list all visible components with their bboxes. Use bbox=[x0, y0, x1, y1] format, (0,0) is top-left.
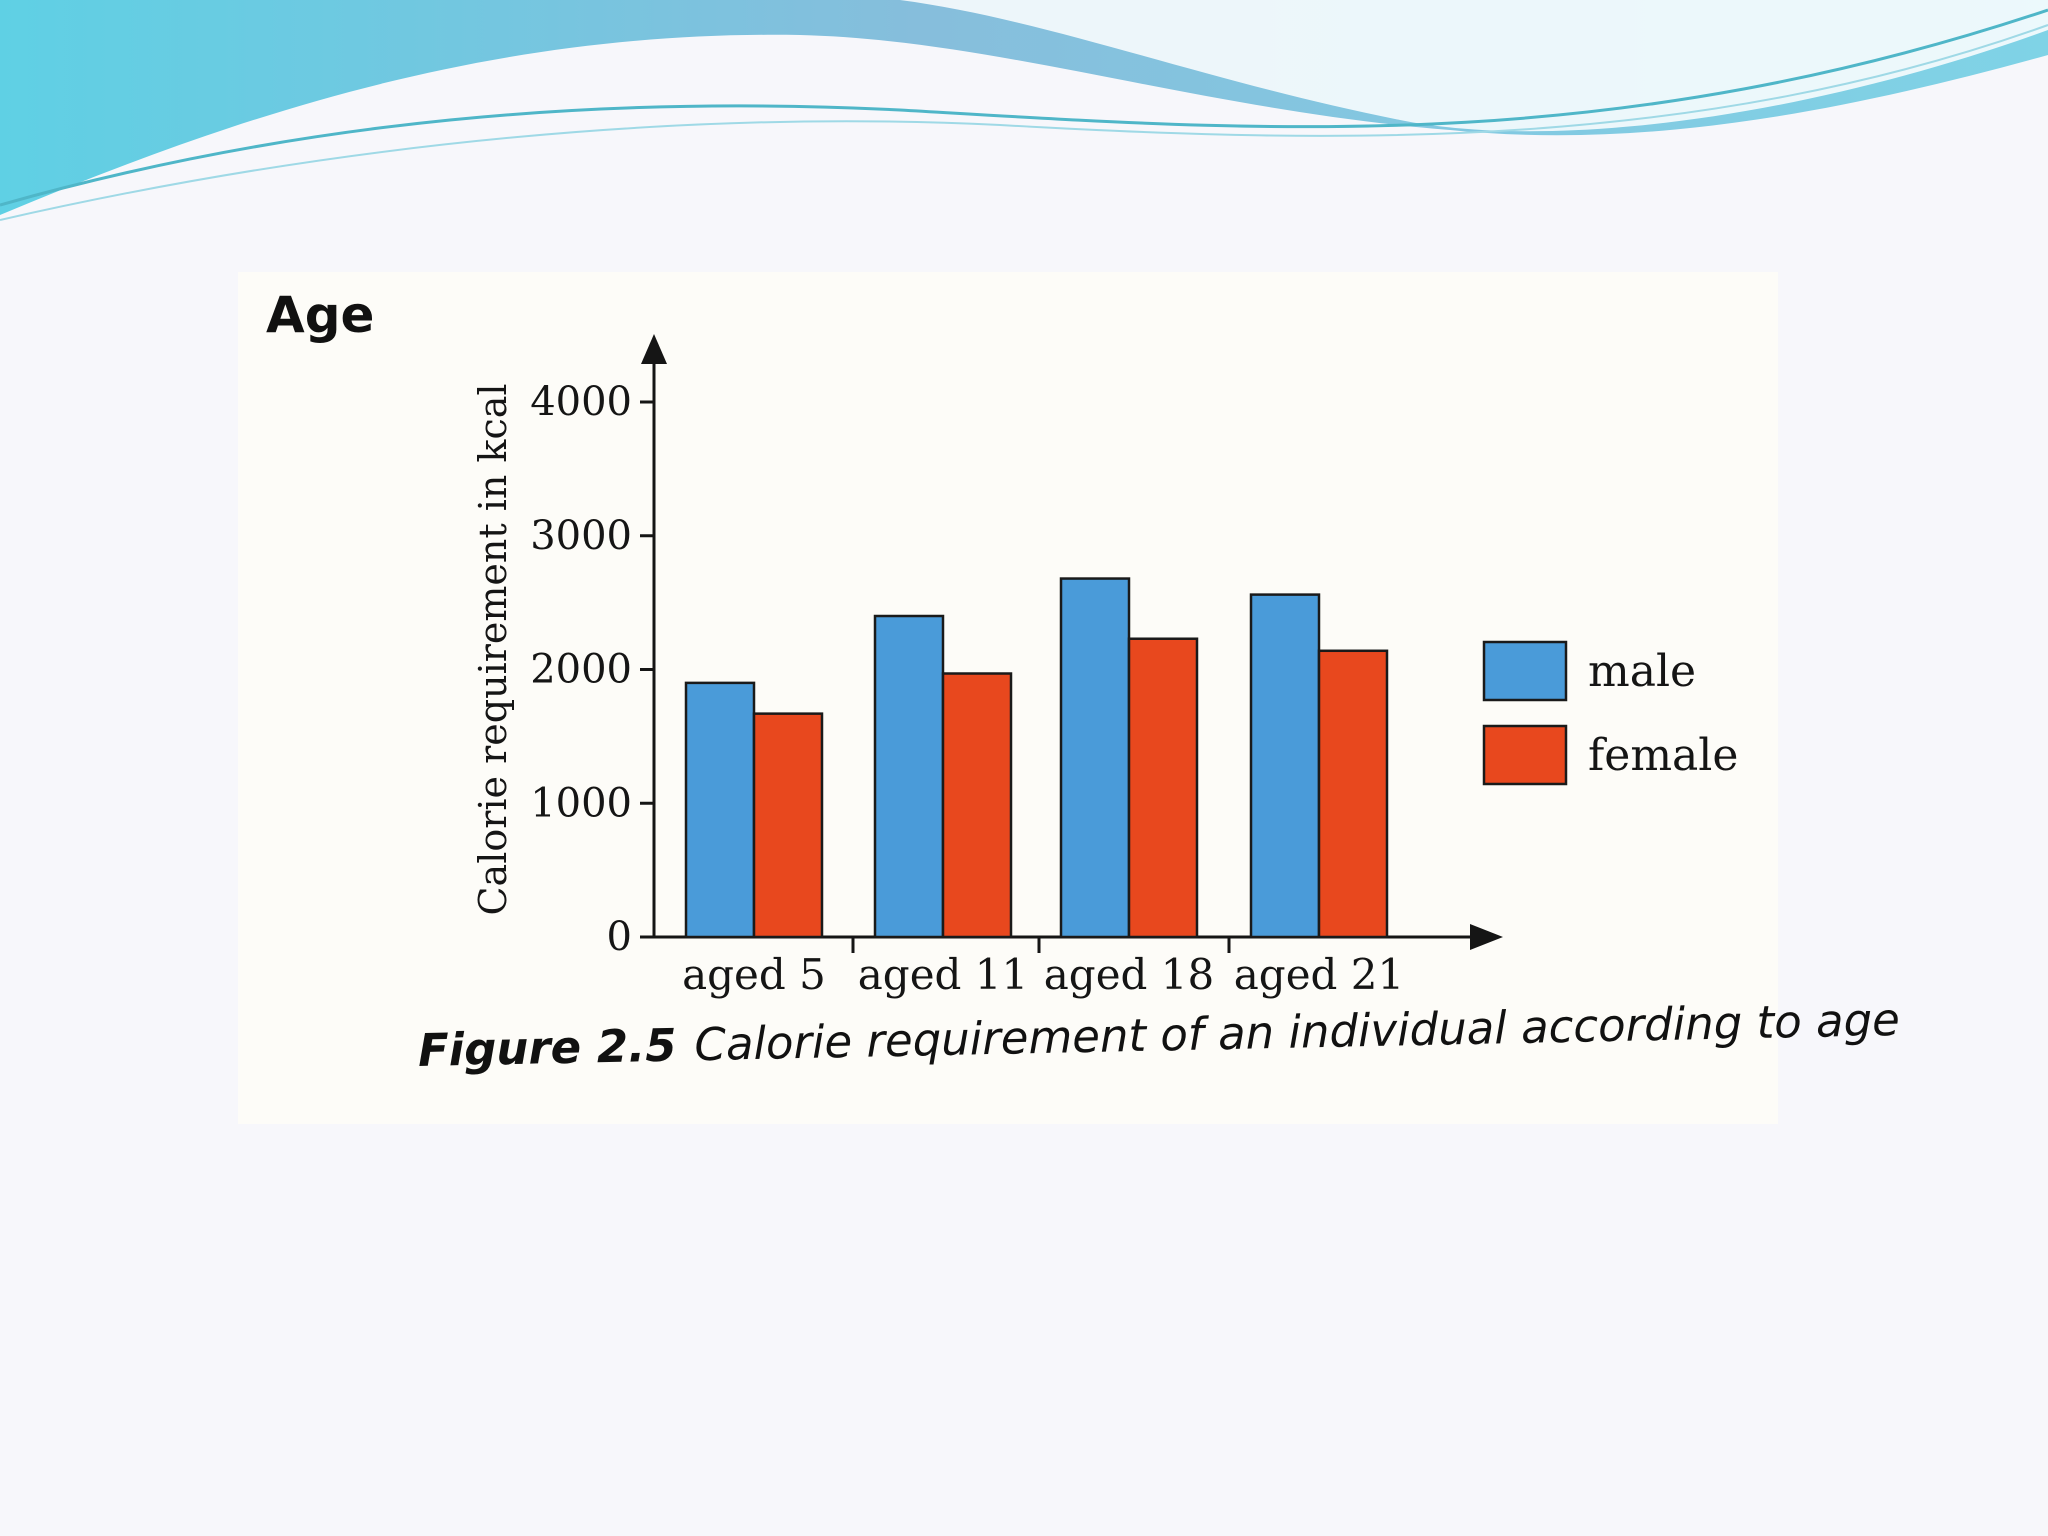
legend-swatch-female bbox=[1482, 724, 1568, 786]
x-axis-arrow bbox=[1470, 924, 1503, 950]
bar-male-aged-21 bbox=[1249, 593, 1321, 939]
bar-female-aged-21 bbox=[1317, 649, 1389, 939]
chart-bars bbox=[684, 577, 1389, 939]
header-wave-decoration bbox=[0, 0, 2048, 221]
legend-label-male: male bbox=[1588, 646, 1696, 697]
figure-number: Figure 2.5 bbox=[417, 1018, 678, 1077]
page-title: Age bbox=[266, 286, 375, 344]
bar-female-aged-11 bbox=[941, 672, 1013, 939]
y-tick-label: 0 bbox=[607, 914, 632, 960]
legend-swatch-male bbox=[1482, 640, 1568, 702]
y-axis-arrow bbox=[641, 334, 667, 364]
y-tick-label: 3000 bbox=[530, 513, 632, 559]
y-tick-label: 1000 bbox=[530, 780, 632, 826]
bar-male-aged-5 bbox=[684, 681, 756, 939]
x-tick-label: aged 5 bbox=[682, 950, 826, 999]
bar-female-aged-5 bbox=[752, 712, 824, 939]
y-tick-label: 2000 bbox=[530, 647, 632, 693]
x-tick-label: aged 21 bbox=[1234, 950, 1404, 999]
figure-panel: Age 0 1000 2000 3000 4000 Calorie requirement… bbox=[238, 272, 1900, 1124]
bar-female-aged-18 bbox=[1127, 637, 1199, 939]
y-tick-label: 4000 bbox=[530, 379, 632, 425]
legend-label-female: female bbox=[1588, 730, 1738, 781]
x-tick-label: aged 18 bbox=[1044, 950, 1214, 999]
bar-male-aged-18 bbox=[1059, 577, 1131, 939]
y-axis-label: Calorie requirement in kcal bbox=[471, 383, 515, 915]
chart-labels: 0 1000 2000 3000 4000 Calorie requirement in … bbox=[471, 379, 1404, 999]
bar-male-aged-11 bbox=[873, 614, 945, 939]
x-tick-label: aged 11 bbox=[858, 950, 1028, 999]
chart-legend: male female bbox=[1482, 640, 1738, 786]
bar-chart: 0 1000 2000 3000 4000 Calorie requirement in … bbox=[471, 334, 1738, 999]
